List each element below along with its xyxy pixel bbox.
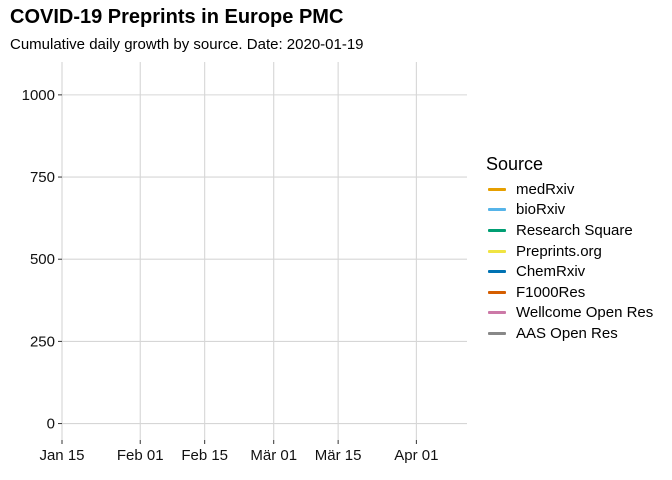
- chart-subtitle: Cumulative daily growth by source. Date:…: [10, 36, 364, 53]
- legend-label: Preprints.org: [516, 242, 602, 260]
- y-tick-label: 750: [30, 169, 55, 186]
- x-tick-label: Mär 01: [250, 447, 297, 464]
- legend-label: medRxiv: [516, 180, 575, 198]
- legend-label: Wellcome Open Res: [516, 304, 654, 322]
- x-tick-label: Jan 15: [39, 447, 84, 464]
- legend-item: Research Square: [486, 220, 653, 241]
- legend-label: bioRxiv: [516, 201, 566, 219]
- x-tick-label: Mär 15: [315, 447, 362, 464]
- x-tick-label: Apr 01: [394, 447, 438, 464]
- legend-key-swatch: [488, 290, 506, 294]
- grid-layer: [61, 62, 467, 440]
- x-tick-label: Feb 15: [181, 447, 228, 464]
- legend-key-swatch: [488, 187, 506, 191]
- y-tick-label: 1000: [22, 87, 55, 104]
- legend-label: ChemRxiv: [516, 263, 586, 281]
- legend-title: Source: [486, 154, 544, 174]
- legend-item: ChemRxiv: [486, 261, 653, 282]
- legend-label: F1000Res: [516, 283, 586, 301]
- y-tick-label: 250: [30, 333, 55, 350]
- y-tick-label: 0: [47, 416, 55, 433]
- legend-key-swatch: [488, 208, 506, 212]
- legend-item: AAS Open Res: [486, 323, 653, 344]
- legend-key-swatch: [488, 249, 506, 253]
- legend-key-swatch: [488, 228, 506, 232]
- legend-key-swatch: [488, 270, 506, 274]
- legend-label: Research Square: [516, 221, 633, 239]
- legend-item: Wellcome Open Res: [486, 303, 653, 324]
- legend-item: F1000Res: [486, 282, 653, 303]
- legend-item: Preprints.org: [486, 241, 653, 262]
- legend-item: medRxiv: [486, 179, 653, 200]
- y-tick-label: 500: [30, 251, 55, 268]
- axis-layer: 0 250 500 750 1000 Jan 15 Feb 01 Feb 15 Mär 01 Mä…: [22, 87, 439, 464]
- chart-title: COVID-19 Preprints in Europe PMC: [10, 6, 344, 28]
- legend-label: AAS Open Res: [516, 324, 618, 342]
- legend: Source medRxiv bioRxiv Research Square Prep…: [486, 154, 653, 344]
- x-tick-label: Feb 01: [117, 447, 164, 464]
- legend-key-swatch: [488, 311, 506, 315]
- legend-items: medRxiv bioRxiv Research Square Preprints.o…: [486, 179, 653, 344]
- legend-key-swatch: [488, 331, 506, 335]
- legend-item: bioRxiv: [486, 200, 653, 221]
